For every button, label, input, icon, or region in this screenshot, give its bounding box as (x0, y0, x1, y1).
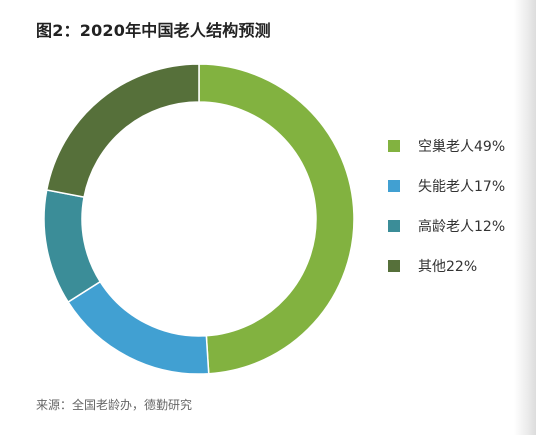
page-edge-shadow (514, 0, 536, 435)
donut-slice-elderly (43, 189, 102, 304)
legend-swatch-elderly (388, 220, 400, 232)
legend-item-elderly: 高龄老人12% (388, 206, 505, 246)
source-note: 来源：全国老龄办，德勤研究 (36, 398, 193, 412)
donut-slice-other (45, 63, 200, 198)
legend-swatch-empty-nest (388, 140, 400, 152)
legend-label-disabled: 失能老人17% (418, 179, 506, 195)
donut-slice-disabled (67, 280, 210, 375)
legend-label-other: 其他22% (418, 259, 478, 275)
legend-item-disabled: 失能老人17% (388, 166, 505, 206)
legend-swatch-other (388, 260, 400, 272)
legend-item-other: 其他22% (388, 246, 505, 286)
legend-label-empty-nest: 空巢老人49% (418, 139, 506, 155)
legend-item-empty-nest: 空巢老人49% (388, 126, 505, 166)
legend-label-elderly: 高龄老人12% (418, 219, 506, 235)
chart-legend: 空巢老人49% 失能老人17% 高龄老人12% 其他22% (388, 126, 505, 286)
chart-title: 图2：2020年中国老人结构预测 (36, 21, 271, 40)
donut-slice-empty-nest (198, 63, 355, 375)
legend-swatch-disabled (388, 180, 400, 192)
